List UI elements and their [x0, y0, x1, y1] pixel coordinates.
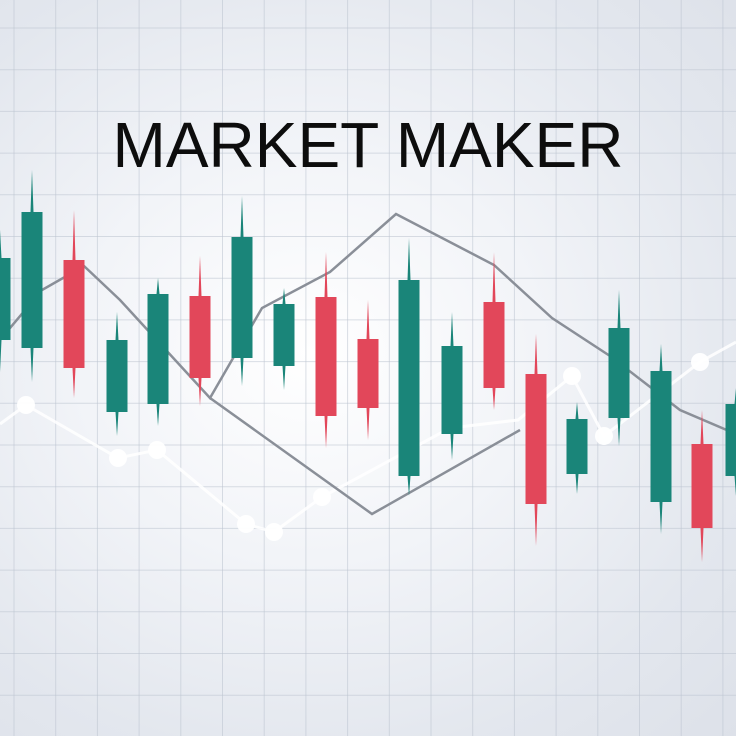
candle-body — [21, 212, 43, 348]
candle-upper-wick — [407, 238, 411, 280]
candle-lower-wick — [659, 502, 663, 534]
candle-lower-wick — [450, 434, 454, 460]
candle-body — [189, 296, 211, 378]
candle-upper-wick — [156, 278, 160, 294]
candle-bearish — [315, 252, 337, 448]
candle-bullish — [147, 278, 169, 426]
candle-bearish — [483, 252, 505, 410]
light-line-dot — [691, 353, 709, 371]
candle-upper-wick — [534, 334, 538, 374]
candle-lower-wick — [407, 476, 411, 496]
candle-body — [231, 237, 253, 358]
candle-body — [273, 304, 295, 366]
candle-upper-wick — [575, 402, 579, 419]
candle-body — [691, 444, 713, 528]
candle-bullish — [725, 388, 736, 496]
light-line-dot — [17, 396, 35, 414]
candle-upper-wick — [324, 252, 328, 297]
candle-lower-wick — [0, 340, 2, 372]
candle-bearish — [691, 410, 713, 562]
candle-body — [650, 371, 672, 502]
headline-title: MARKET MAKER — [112, 109, 624, 181]
candle-upper-wick — [282, 288, 286, 304]
candle-lower-wick — [534, 504, 538, 546]
light-line-dot — [237, 515, 255, 533]
light-line-dot — [595, 427, 613, 445]
candle-bullish — [21, 170, 43, 382]
candle-body — [725, 404, 736, 476]
candle-bullish — [231, 196, 253, 386]
candle-upper-wick — [617, 290, 621, 328]
candle-bullish — [441, 312, 463, 460]
light-line-dot — [313, 488, 331, 506]
light-trend-line — [0, 340, 736, 541]
candle-upper-wick — [366, 300, 370, 339]
candle-lower-wick — [156, 404, 160, 426]
candle-body — [315, 297, 337, 416]
candle-bearish — [525, 334, 547, 546]
candle-upper-wick — [450, 312, 454, 346]
light-line-dot — [109, 449, 127, 467]
candle-bullish — [566, 402, 588, 494]
candle-lower-wick — [282, 366, 286, 390]
candle-body — [0, 258, 11, 340]
candle-body — [398, 280, 420, 476]
candle-bullish — [273, 288, 295, 390]
candle-bearish — [63, 210, 85, 398]
candle-lower-wick — [115, 412, 119, 436]
candle-upper-wick — [30, 170, 34, 212]
candle-body — [106, 340, 128, 412]
candle-upper-wick — [198, 256, 202, 296]
candle-body — [566, 419, 588, 474]
candle-lower-wick — [366, 408, 370, 440]
candle-lower-wick — [575, 474, 579, 494]
candlesticks — [0, 170, 736, 562]
candle-lower-wick — [30, 348, 34, 382]
candle-upper-wick — [492, 252, 496, 302]
candle-bearish — [189, 256, 211, 406]
candle-body — [483, 302, 505, 388]
candle-lower-wick — [492, 388, 496, 410]
candle-bullish — [398, 238, 420, 496]
light-line-dot — [563, 367, 581, 385]
candle-lower-wick — [198, 378, 202, 406]
candle-upper-wick — [659, 344, 663, 371]
candle-lower-wick — [700, 528, 704, 562]
candle-upper-wick — [72, 210, 76, 260]
candle-body — [525, 374, 547, 504]
candle-bullish — [106, 312, 128, 436]
candle-lower-wick — [72, 368, 76, 398]
candle-body — [357, 339, 379, 408]
candle-bullish — [608, 290, 630, 446]
candle-lower-wick — [240, 358, 244, 386]
candle-upper-wick — [115, 312, 119, 340]
candle-upper-wick — [0, 230, 2, 258]
light-line-dot — [265, 523, 283, 541]
dark-trend-path-lower — [209, 396, 521, 516]
candle-bearish — [357, 300, 379, 440]
candle-bullish — [0, 230, 11, 372]
light-line-dot — [148, 441, 166, 459]
candle-bullish — [650, 344, 672, 534]
candle-lower-wick — [617, 418, 621, 446]
candle-upper-wick — [700, 410, 704, 444]
candle-body — [147, 294, 169, 404]
candle-upper-wick — [240, 196, 244, 237]
candle-lower-wick — [324, 416, 328, 448]
candle-body — [63, 260, 85, 368]
candle-body — [608, 328, 630, 418]
candle-body — [441, 346, 463, 434]
